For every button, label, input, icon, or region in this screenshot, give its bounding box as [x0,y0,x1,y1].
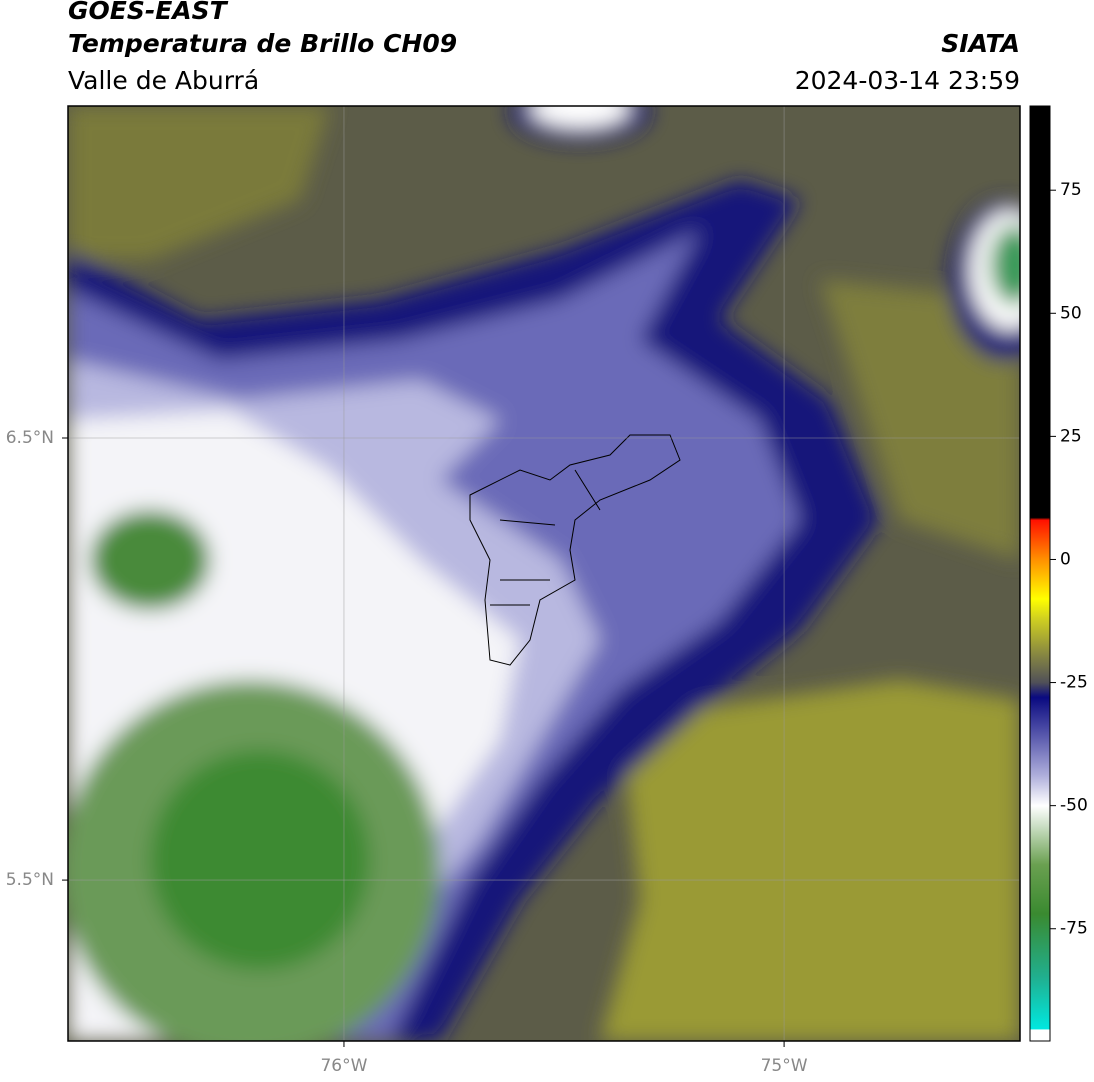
municipal-boundaries [469,434,681,666]
x-tick-label: 76°W [320,1056,367,1076]
title: GOES-EAST [68,0,229,25]
subtitle: Temperatura de Brillo CH09 [68,29,457,58]
colorbar-tick-label: 25 [1060,426,1082,446]
colorbar [1029,105,1051,1042]
colorbar-tick-label: 75 [1060,180,1082,200]
datetime: 2024-03-14 23:59 [795,66,1020,95]
colorbar-tick-label: -75 [1060,919,1088,939]
colorbar-tick-label: 50 [1060,303,1082,323]
colorbar-tick-label: -50 [1060,796,1088,816]
x-tick-label: 75°W [761,1056,808,1076]
y-tick-label: 6.5°N [6,428,54,448]
map-frame [67,105,1021,1042]
colorbar-tick-label: 0 [1060,549,1071,569]
region: Valle de Aburrá [68,66,259,95]
colorbar-tick-label: -25 [1060,673,1088,693]
y-tick-label: 5.5°N [6,870,54,890]
source: SIATA [941,29,1020,58]
satellite-image [68,106,1020,1041]
